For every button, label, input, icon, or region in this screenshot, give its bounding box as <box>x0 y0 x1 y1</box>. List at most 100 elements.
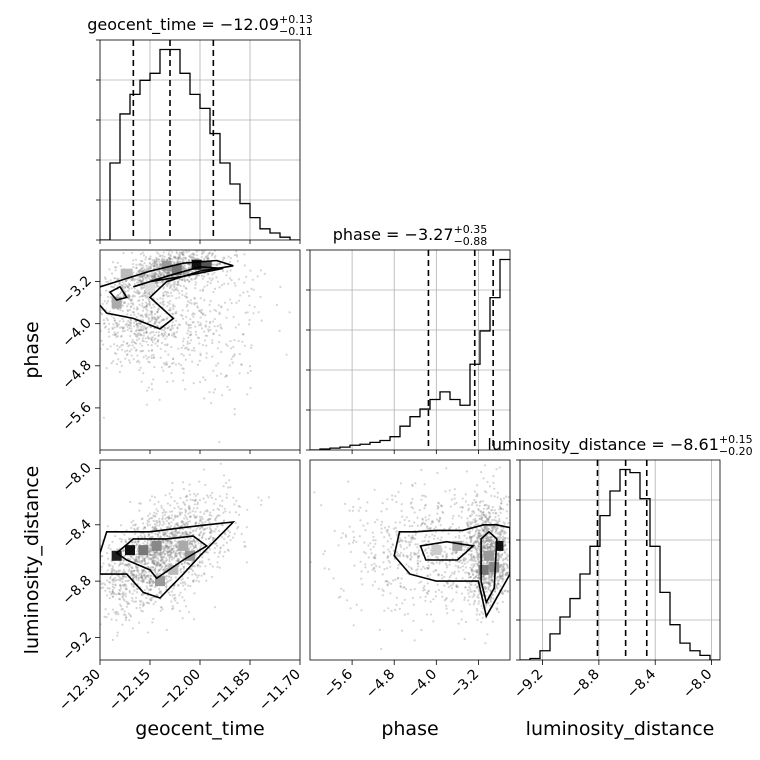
sample-point <box>129 564 132 567</box>
sample-point <box>162 552 165 555</box>
sample-point <box>158 569 161 572</box>
sample-point <box>155 258 158 261</box>
sample-point <box>188 539 191 542</box>
sample-point <box>153 562 156 565</box>
sample-point <box>161 332 164 335</box>
sample-point <box>142 569 145 572</box>
sample-point <box>179 497 182 500</box>
sample-point <box>147 533 150 536</box>
sample-point <box>183 279 187 282</box>
sample-point <box>123 300 126 304</box>
sample-point <box>187 563 191 566</box>
sample-point <box>426 574 429 577</box>
sample-point <box>213 547 216 550</box>
sample-point <box>414 553 417 556</box>
sample-point <box>153 323 156 326</box>
sample-point <box>152 566 155 569</box>
sample-point <box>209 563 212 566</box>
sample-point <box>192 382 195 385</box>
sample-point <box>428 528 431 531</box>
sample-point <box>145 264 148 267</box>
sample-point <box>473 589 476 593</box>
sample-point <box>144 328 147 331</box>
sample-point <box>472 543 475 546</box>
sample-point <box>148 320 151 323</box>
sample-point <box>70 318 72 320</box>
sample-point <box>133 279 136 282</box>
sample-point <box>489 540 493 544</box>
sample-point <box>152 560 155 563</box>
sample-point <box>144 562 147 566</box>
sample-point <box>234 326 237 329</box>
sample-point <box>220 350 223 354</box>
sample-point <box>455 585 458 588</box>
sample-point <box>486 517 489 520</box>
sample-point <box>204 325 207 328</box>
sample-point <box>229 486 232 489</box>
sample-point <box>451 552 454 555</box>
sample-point <box>160 273 163 276</box>
sample-point <box>218 262 221 265</box>
sample-point <box>410 567 413 571</box>
sample-point <box>470 569 473 572</box>
sample-point <box>142 593 145 596</box>
sample-point <box>186 562 189 565</box>
sample-point <box>200 274 203 278</box>
sample-point <box>109 576 112 579</box>
sample-point <box>181 524 184 527</box>
sample-point <box>502 569 505 572</box>
sample-point <box>211 491 214 494</box>
sample-point <box>171 312 174 316</box>
sample-point <box>275 303 278 307</box>
panel-border <box>99 249 301 451</box>
sample-point <box>140 600 143 603</box>
sample-point <box>186 523 189 526</box>
sample-point <box>131 298 134 301</box>
sample-point <box>375 565 378 568</box>
sample-point <box>132 519 135 522</box>
sample-point <box>151 561 154 564</box>
sample-point <box>166 547 169 550</box>
sample-point <box>111 590 114 593</box>
sample-point <box>141 260 144 263</box>
histogram-phase <box>310 258 510 450</box>
sample-point <box>386 531 389 534</box>
sample-point <box>143 580 146 583</box>
sample-point <box>146 294 149 297</box>
sample-point <box>453 503 456 506</box>
sample-point <box>201 252 204 256</box>
sample-point <box>143 306 146 309</box>
sample-point <box>479 500 482 503</box>
sample-point <box>204 339 207 342</box>
sample-point <box>234 511 238 514</box>
sample-point <box>149 332 152 335</box>
sample-point <box>178 254 181 257</box>
sample-point <box>194 287 197 290</box>
sample-point <box>174 531 177 534</box>
sample-point <box>445 597 448 600</box>
sample-point <box>169 300 172 303</box>
sample-point <box>142 578 145 581</box>
sample-point <box>183 581 186 584</box>
sample-point <box>144 354 147 357</box>
sample-point <box>141 280 144 283</box>
sample-point <box>491 518 494 522</box>
sample-point <box>115 613 118 616</box>
sample-point <box>480 621 483 624</box>
sample-point <box>177 559 180 562</box>
sample-point <box>119 326 122 329</box>
sample-point <box>196 274 199 277</box>
sample-point <box>146 542 149 546</box>
sample-point <box>92 602 94 604</box>
sample-point <box>478 576 481 579</box>
sample-point <box>195 527 198 531</box>
sample-point <box>496 575 499 578</box>
sample-point <box>306 557 308 559</box>
sample-point <box>474 521 477 524</box>
sample-point <box>182 584 185 587</box>
sample-point <box>182 272 185 275</box>
sample-point <box>164 583 167 586</box>
sample-point <box>443 527 446 531</box>
sample-point <box>135 330 138 333</box>
sample-point <box>181 253 184 256</box>
